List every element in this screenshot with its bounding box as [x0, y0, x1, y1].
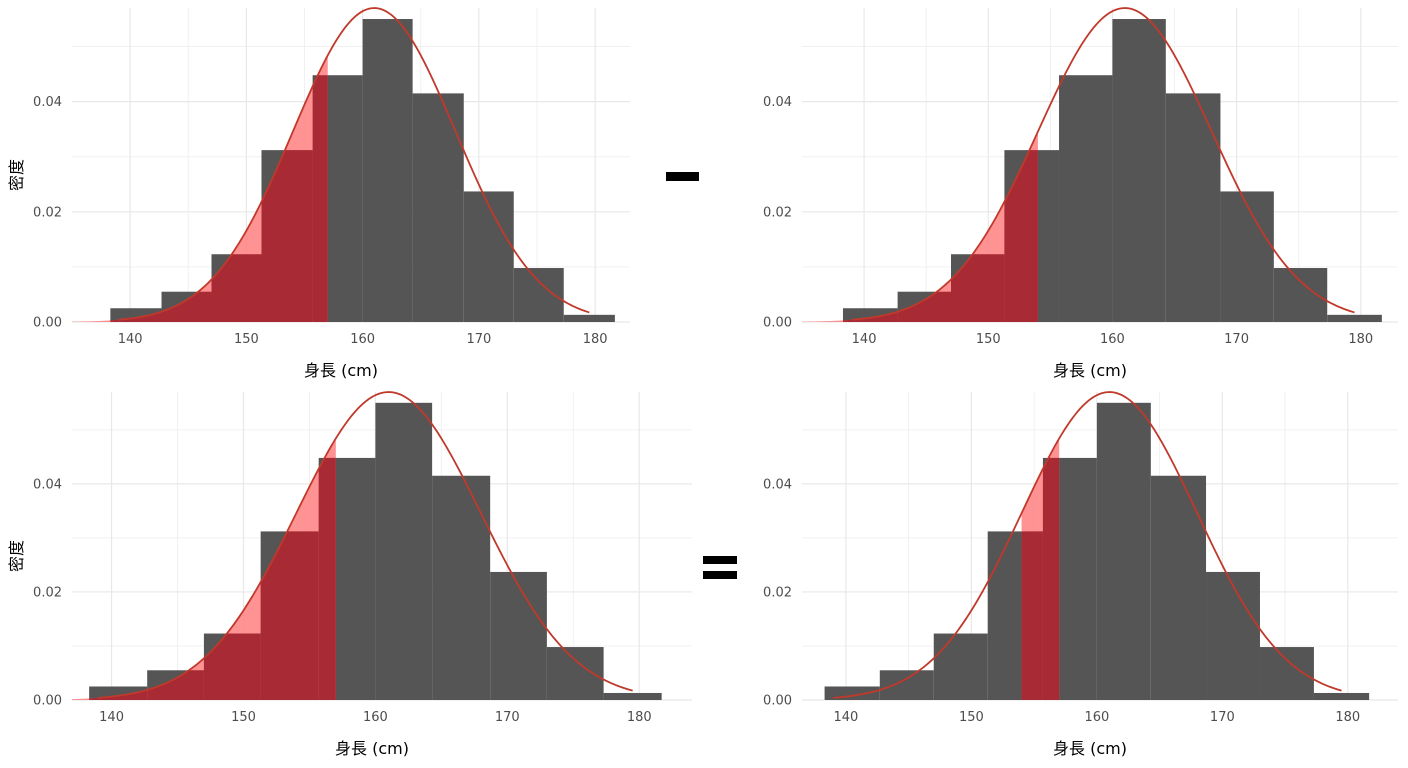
shaded-area-overlap [211, 254, 262, 322]
x-tick-label: 150 [234, 332, 259, 347]
shaded-region [72, 55, 328, 323]
x-axis-title: 身長 (cm) [1053, 361, 1127, 380]
x-tick-label: 170 [1210, 710, 1235, 725]
chart-svg-top-left: 140 150 160 170 180 0.00 0.02 0.04 身長 (cm) 密度 [7, 7, 630, 380]
histogram-bar [412, 93, 464, 323]
histogram-bar [1150, 475, 1207, 700]
chart-top-left: 140 150 160 170 180 0.00 0.02 0.04 身長 (cm) 密度 [0, 0, 640, 384]
histogram-bar [1220, 191, 1274, 322]
shaded-area-overlap [147, 670, 204, 700]
shaded-area-overlap [260, 531, 319, 700]
x-tick-label: 160 [363, 710, 388, 725]
normal-density-curve [833, 391, 1342, 699]
shaded-area-overlap [1042, 457, 1060, 700]
x-tick-label: 180 [1348, 332, 1373, 347]
shaded-area-overlap [1021, 531, 1043, 700]
minus-operator [666, 172, 699, 181]
shaded-region [1021, 438, 1060, 700]
x-tick-label: 150 [959, 710, 984, 725]
histogram-bar [1259, 647, 1314, 700]
histogram-bar [563, 314, 615, 322]
histogram-bar [375, 402, 433, 700]
x-tick-label: 170 [466, 332, 491, 347]
normal-density-curve [118, 7, 590, 321]
x-tick-label: 160 [1100, 332, 1125, 347]
y-tick-label: 0.04 [33, 95, 62, 110]
x-tick-label: 140 [852, 332, 877, 347]
x-tick-label: 150 [231, 710, 256, 725]
y-tick-label: 0.04 [763, 95, 792, 110]
x-axis-title: 身長 (cm) [304, 361, 378, 380]
shaded-area-overlap [161, 291, 212, 322]
histogram-bar [1112, 19, 1166, 322]
shaded-region [802, 131, 1038, 322]
histogram-bar [1327, 314, 1382, 322]
x-tick-label: 170 [495, 710, 520, 725]
histogram-bar [463, 191, 514, 322]
shaded-area-overlap [312, 75, 328, 323]
histogram-bar [1313, 692, 1370, 700]
x-tick-label: 180 [627, 710, 652, 725]
x-tick-label: 160 [1084, 710, 1109, 725]
histogram-bar [1165, 93, 1221, 323]
histogram-bar [824, 686, 880, 700]
x-tick-label: 180 [1335, 710, 1360, 725]
normal-density-curve [98, 391, 633, 699]
shaded-region [72, 438, 336, 700]
y-tick-label: 0.00 [763, 316, 792, 331]
x-tick-label: 180 [583, 332, 608, 347]
histogram-bar [603, 692, 662, 700]
chart-top-right: 140 150 160 170 180 0.00 0.02 0.04 身長 (cm) [730, 0, 1402, 384]
x-tick-label: 140 [118, 332, 143, 347]
histogram-bar [879, 670, 934, 700]
chart-svg-top-right: 140 150 160 170 180 0.00 0.02 0.04 身長 (cm) [763, 7, 1398, 380]
y-tick-label: 0.02 [33, 585, 62, 600]
shaded-area-overlap [261, 150, 313, 322]
shaded-area-overlap [897, 291, 951, 322]
x-tick-label: 150 [976, 332, 1001, 347]
y-tick-label: 0.02 [763, 205, 792, 220]
shaded-area-overlap [1004, 150, 1038, 322]
histogram-bar [432, 475, 491, 700]
histogram-bar [513, 268, 564, 322]
histogram-bar [490, 571, 547, 700]
y-axis-title: 密度 [7, 540, 26, 572]
shaded-area-overlap [318, 457, 336, 700]
shaded-area-overlap [951, 254, 1005, 322]
x-axis-title: 身長 (cm) [1053, 739, 1127, 758]
histogram-bar [1096, 402, 1151, 700]
histogram-bar [362, 19, 413, 322]
x-tick-label: 140 [834, 710, 859, 725]
histogram-bar [1059, 75, 1113, 322]
x-axis-title: 身長 (cm) [335, 739, 409, 758]
histogram-bar [546, 647, 604, 700]
chart-svg-bottom-left: 140 150 160 170 180 0.00 0.02 0.04 身長 (cm) 密度 [7, 391, 692, 758]
histogram-bars [842, 19, 1382, 323]
histogram-bar [1273, 268, 1328, 322]
equals-operator-top-bar [703, 556, 737, 564]
chart-bottom-right: 140 150 160 170 180 0.00 0.02 0.04 身長 (cm) [730, 384, 1402, 768]
y-tick-label: 0.00 [33, 694, 62, 709]
x-tick-label: 160 [350, 332, 375, 347]
y-tick-label: 0.04 [763, 477, 792, 492]
chart-bottom-left: 140 150 160 170 180 0.00 0.02 0.04 身長 (cm) 密度 [0, 384, 700, 768]
y-tick-label: 0.00 [33, 316, 62, 331]
x-tick-label: 140 [99, 710, 124, 725]
shaded-area-overlap [203, 633, 261, 700]
histogram-bars [110, 19, 615, 323]
histogram-bars [824, 402, 1370, 700]
equals-operator-bottom-bar [703, 571, 737, 579]
y-tick-label: 0.02 [33, 205, 62, 220]
histogram-bar [1206, 571, 1260, 700]
y-tick-label: 0.04 [33, 477, 62, 492]
histogram-bar [933, 633, 988, 700]
normal-density-curve [851, 7, 1355, 321]
y-axis-title: 密度 [7, 159, 26, 191]
y-tick-label: 0.00 [763, 694, 792, 709]
y-tick-label: 0.02 [763, 585, 792, 600]
chart-svg-bottom-right: 140 150 160 170 180 0.00 0.02 0.04 身長 (cm) [763, 391, 1398, 758]
x-tick-label: 170 [1224, 332, 1249, 347]
